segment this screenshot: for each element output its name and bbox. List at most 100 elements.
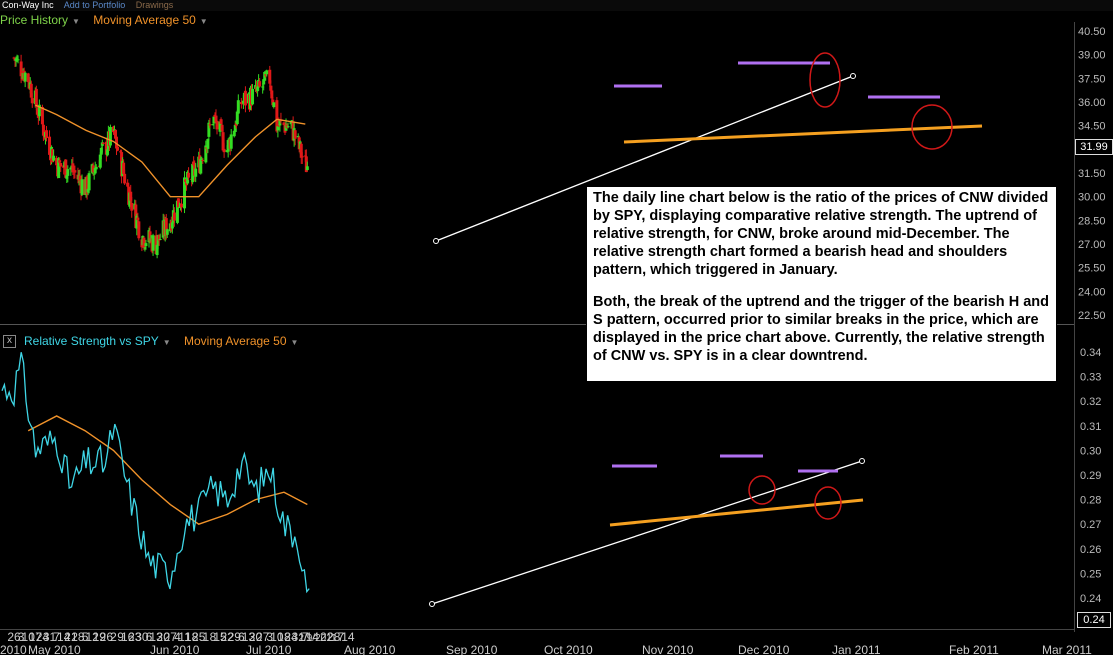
- x-day-tick: 13: [242, 630, 256, 644]
- candle-body: [232, 130, 236, 137]
- candle-body: [219, 119, 223, 124]
- candle-body: [52, 155, 56, 161]
- x-day-tick: 2/9/2011: [298, 633, 337, 644]
- candle-body: [99, 147, 103, 155]
- price-y-tick: 31.50: [1078, 168, 1106, 180]
- price-break-circle: [809, 52, 841, 108]
- drawings-link[interactable]: Drawings: [135, 0, 174, 10]
- x-day-tick: 3: [18, 630, 25, 644]
- candle-body: [135, 215, 139, 229]
- candle-body: [220, 124, 224, 131]
- x-day-tick: 24: [36, 630, 50, 644]
- close-panel-icon[interactable]: x: [3, 335, 16, 349]
- candle-body: [304, 156, 308, 173]
- chart-annotations: [429, 52, 983, 607]
- rs-trigger-circle: [814, 486, 842, 520]
- candle-body: [208, 124, 212, 126]
- price-ma-selector[interactable]: Moving Average 50 ▼: [93, 12, 207, 30]
- candle-body: [93, 168, 97, 174]
- price-plot: [12, 54, 309, 259]
- candle-body: [226, 140, 230, 152]
- candle-body: [119, 151, 123, 153]
- candle-body: [299, 143, 303, 158]
- candle-body: [289, 122, 293, 125]
- add-to-portfolio-link[interactable]: Add to Portfolio: [63, 0, 126, 10]
- x-day-tick: 9: [117, 630, 124, 644]
- candle-body: [116, 146, 120, 151]
- candle-body: [286, 126, 290, 128]
- last-price-badge: 31.99: [1075, 139, 1113, 155]
- candle-body: [87, 173, 91, 191]
- price-y-tick: 25.50: [1078, 263, 1106, 275]
- candle-body: [206, 139, 210, 149]
- x-day-tick: 17: [29, 630, 43, 644]
- price-y-tick: 22.50: [1078, 310, 1106, 322]
- x-day-tick: 14: [341, 630, 355, 644]
- candle-body: [218, 121, 222, 132]
- x-month-label: 2010: [0, 643, 27, 655]
- x-month-label: Jan 2011: [832, 643, 881, 655]
- rs-label: Relative Strength vs SPY: [24, 334, 159, 348]
- x-day-tick: 26: [100, 630, 114, 644]
- price-history-selector[interactable]: Price History ▼: [0, 12, 80, 30]
- rs-line: [1, 352, 310, 594]
- rs-ma-selector[interactable]: Moving Average 50 ▼: [184, 333, 298, 351]
- price-y-tick: 37.50: [1078, 73, 1106, 85]
- candle-body: [243, 90, 247, 106]
- candle-body: [98, 154, 102, 168]
- candle-body: [282, 122, 286, 126]
- axis-labels: 40.5039.0037.5036.0034.5033.0031.5030.00…: [0, 26, 1106, 655]
- x-day-tick: 15: [213, 630, 227, 644]
- price-y-tick: 36.00: [1078, 97, 1106, 109]
- price-history-label: Price History: [0, 13, 69, 27]
- trendline-anchor: [429, 601, 435, 607]
- rs-break-circle: [748, 475, 776, 505]
- candle-body: [66, 169, 70, 176]
- trendline-anchor: [433, 238, 439, 244]
- annotation-note: The daily line chart below is the ratio …: [586, 186, 1057, 382]
- candle-body: [263, 71, 267, 81]
- x-day-tick: 18: [185, 630, 199, 644]
- trendline-anchor: [850, 73, 856, 79]
- x-day-tick: 28: [327, 630, 341, 644]
- rs-selector[interactable]: Relative Strength vs SPY ▼: [24, 333, 171, 351]
- x-day-tick: 14: [306, 630, 320, 644]
- candle-body: [290, 120, 294, 122]
- candle-body: [177, 206, 181, 208]
- candle-body: [51, 149, 55, 163]
- price-y-tick: 39.00: [1078, 50, 1106, 62]
- x-month-label: Nov 2010: [642, 643, 694, 655]
- candle-body: [183, 177, 187, 209]
- candle-body: [207, 122, 211, 137]
- candle-body: [73, 170, 77, 173]
- x-day-tick: 5: [82, 630, 89, 644]
- x-day-tick: 6: [238, 630, 245, 644]
- candle-body: [251, 88, 255, 105]
- x-day-tick: 18: [277, 630, 291, 644]
- chevron-down-icon: ▼: [162, 338, 171, 347]
- candle-body: [265, 70, 269, 75]
- candle-body: [16, 59, 20, 61]
- candle-body: [215, 120, 219, 130]
- candle-body: [91, 165, 95, 173]
- x-day-tick: 6: [146, 630, 153, 644]
- candle-body: [191, 163, 195, 183]
- rs-y-tick: 0.24: [1080, 593, 1101, 605]
- x-day-tick: 31: [43, 630, 57, 644]
- candle-body: [100, 142, 104, 146]
- candle-body: [122, 162, 126, 174]
- rs-y-tick: 0.31: [1080, 421, 1101, 433]
- x-day-tick: 25: [192, 630, 206, 644]
- x-day-tick: 31: [292, 630, 306, 644]
- candle-body: [48, 136, 52, 155]
- chevron-down-icon: ▼: [199, 17, 208, 26]
- candle-body: [137, 221, 141, 239]
- candle-body: [296, 136, 300, 138]
- candle-body: [275, 100, 279, 132]
- candle-body: [78, 175, 82, 181]
- candle-body: [186, 171, 190, 184]
- x-month-label: Sep 2010: [446, 643, 498, 655]
- candle-body: [276, 126, 280, 131]
- candle-body: [92, 173, 96, 175]
